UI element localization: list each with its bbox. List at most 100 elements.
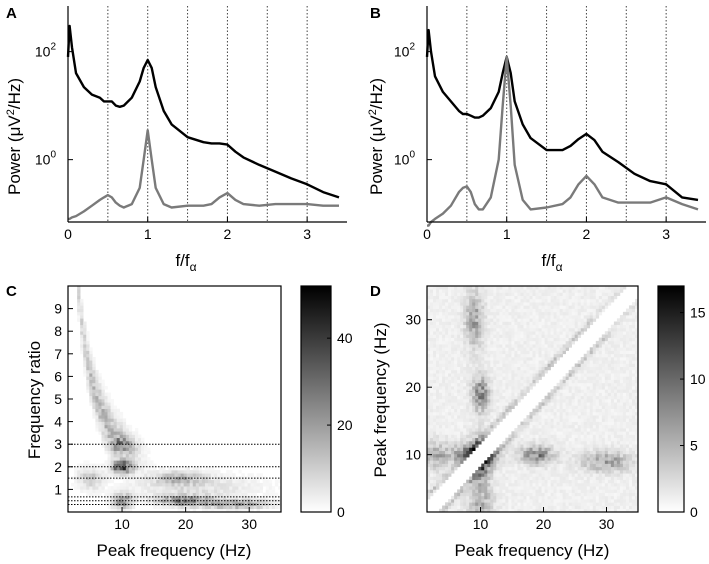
heatmap-cell xyxy=(116,453,121,458)
heatmap-cell xyxy=(586,460,591,464)
heatmap-cell xyxy=(601,453,606,458)
heatmap-cell xyxy=(265,505,270,510)
heatmap-cell xyxy=(113,508,117,513)
heatmap-cell xyxy=(598,508,603,513)
heatmap-cell xyxy=(577,457,582,461)
heatmap-cell xyxy=(523,286,527,290)
heatmap-cell xyxy=(433,405,437,409)
heatmap-cell xyxy=(427,305,431,309)
heatmap-cell xyxy=(490,457,494,461)
heatmap-cell xyxy=(104,460,108,464)
heatmap-cell xyxy=(601,308,606,313)
heatmap-cell xyxy=(538,489,542,493)
heatmap-cell xyxy=(89,392,93,397)
heatmap-cell xyxy=(484,460,488,464)
heatmap-cell xyxy=(168,492,172,497)
heatmap-cell xyxy=(493,305,497,309)
heatmap-cell xyxy=(583,408,588,413)
heatmap-cell xyxy=(83,347,87,351)
heatmap-cell xyxy=(119,434,124,439)
heatmap-cell xyxy=(514,386,518,390)
heatmap-cell xyxy=(460,286,464,290)
heatmap-cell xyxy=(427,405,431,409)
heatmap-cell xyxy=(469,399,473,403)
heatmap-cell xyxy=(553,460,557,464)
heatmap-cell xyxy=(490,324,494,329)
heatmap-cell xyxy=(189,473,194,477)
heatmap-cell xyxy=(119,447,124,451)
heatmap-cell xyxy=(195,505,200,510)
heatmap-cell xyxy=(433,286,437,290)
heatmap-cell xyxy=(463,305,467,309)
heatmap-cell xyxy=(433,389,437,393)
heatmap-cell xyxy=(574,434,579,439)
heatmap-cell xyxy=(463,499,467,503)
heatmap-cell xyxy=(141,453,145,458)
heatmap-cell xyxy=(598,357,603,361)
heatmap-cell xyxy=(580,327,585,332)
heatmap-cell xyxy=(535,357,539,361)
heatmap-cell xyxy=(532,457,536,461)
heatmap-cell xyxy=(80,311,84,316)
heatmap-cell xyxy=(442,473,446,477)
heatmap-cell xyxy=(101,411,105,416)
heatmap-cell xyxy=(256,482,260,487)
heatmap-cell xyxy=(502,389,506,393)
heatmap-cell xyxy=(80,476,84,481)
heatmap-cell xyxy=(487,334,491,338)
heatmap-cell xyxy=(104,418,108,422)
heatmap-cell xyxy=(122,431,127,435)
heatmap-cell xyxy=(496,460,500,464)
heatmap-cell xyxy=(565,508,569,513)
heatmap-cell xyxy=(595,395,600,400)
heatmap-cell xyxy=(454,382,458,387)
heatmap-cell xyxy=(448,499,452,503)
heatmap-cell xyxy=(517,482,521,487)
heatmap-cell xyxy=(481,428,485,432)
heatmap-cell xyxy=(553,298,557,303)
heatmap-cell xyxy=(526,298,530,303)
heatmap-cell xyxy=(478,434,482,439)
heatmap-cell xyxy=(207,482,212,487)
heatmap-cell xyxy=(553,334,557,338)
heatmap-cell xyxy=(565,437,569,442)
heatmap-cell xyxy=(448,321,452,326)
heatmap-cell xyxy=(186,473,191,477)
heatmap-cell xyxy=(454,492,458,497)
heatmap-cell xyxy=(559,324,563,329)
heatmap-cell xyxy=(436,337,440,342)
heatmap-cell xyxy=(466,305,470,309)
heatmap-cell xyxy=(472,337,476,342)
heatmap-cell xyxy=(156,473,160,477)
heatmap-cell xyxy=(472,311,476,316)
heatmap-cell xyxy=(125,479,130,484)
heatmap-cell xyxy=(454,424,458,429)
heatmap-cell xyxy=(565,479,569,484)
heatmap-cell xyxy=(174,486,178,490)
heatmap-cell xyxy=(98,399,102,403)
heatmap-cell xyxy=(496,453,500,458)
x-tick-label: 30 xyxy=(241,516,257,532)
heatmap-cell xyxy=(472,379,476,384)
heatmap-cell xyxy=(484,327,488,332)
heatmap-cell xyxy=(487,353,491,358)
heatmap-cell xyxy=(595,311,600,316)
heatmap-cell xyxy=(511,311,515,316)
heatmap-cell xyxy=(550,331,554,335)
heatmap-cell xyxy=(433,315,437,319)
heatmap-cell xyxy=(484,418,488,422)
heatmap-cell xyxy=(598,453,603,458)
heatmap-cell xyxy=(110,418,114,422)
heatmap-cell xyxy=(517,344,521,348)
heatmap-cell xyxy=(511,324,515,329)
heatmap-cell xyxy=(547,318,551,322)
heatmap-cell xyxy=(559,289,563,293)
heatmap-cell xyxy=(499,415,503,419)
heatmap-cell xyxy=(439,460,443,464)
heatmap-cell xyxy=(547,431,551,435)
heatmap-cell xyxy=(77,311,81,316)
heatmap-cell xyxy=(436,392,440,397)
heatmap-cell xyxy=(472,324,476,329)
heatmap-cell xyxy=(448,305,452,309)
